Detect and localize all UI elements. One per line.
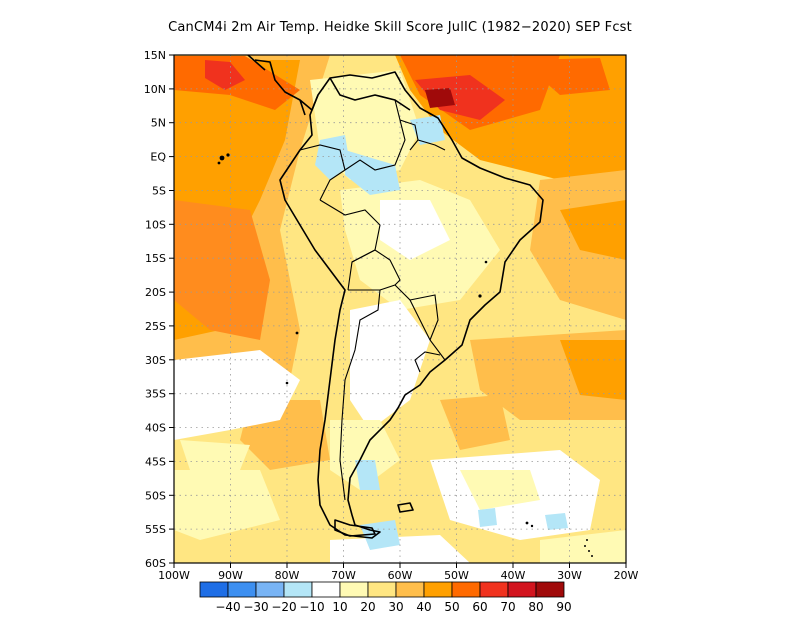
- lon-label: 90W: [218, 569, 243, 582]
- colorbar-swatch: [283, 581, 313, 598]
- lat-label: 15S: [145, 252, 166, 265]
- lat-label: 5N: [151, 117, 166, 130]
- lon-label: 70W: [331, 569, 356, 582]
- lat-label: 30S: [145, 354, 166, 367]
- colorbar-swatch: [367, 581, 397, 598]
- lon-label: 60W: [388, 569, 413, 582]
- country-borders: [299, 99, 446, 501]
- lon-label: 20W: [614, 569, 639, 582]
- lat-label: EQ: [150, 151, 166, 164]
- colorbar-label: −20: [271, 600, 296, 614]
- colorbar-swatch: [507, 581, 537, 598]
- latitude-labels: 15N 10N 5N EQ 5S 10S 15S 20S 25S 30S 35S…: [144, 49, 167, 570]
- colorbar-label: −40: [215, 600, 240, 614]
- colorbar-label: 70: [500, 600, 515, 614]
- lat-label: 50S: [145, 489, 166, 502]
- colorbar-swatch: [339, 581, 369, 598]
- colorbar-label: 90: [556, 600, 571, 614]
- colorbar-swatch: [395, 581, 425, 598]
- colorbar-label: −10: [299, 600, 324, 614]
- lat-label: 15N: [144, 49, 166, 62]
- lon-label: 50W: [444, 569, 469, 582]
- colorbar: −40 −30 −20 −10 10 20 30 40 50 60 70 80 90: [199, 581, 572, 614]
- central-america-coastline: [247, 54, 319, 116]
- lon-label: 100W: [158, 569, 190, 582]
- lat-label: 25S: [145, 320, 166, 333]
- lat-label: 10N: [144, 83, 166, 96]
- lat-label: 45S: [145, 455, 166, 468]
- lat-label: 10S: [145, 218, 166, 231]
- colorbar-label: 20: [360, 600, 375, 614]
- colorbar-label: 10: [332, 600, 347, 614]
- lat-label: 5S: [152, 185, 166, 198]
- colorbar-label: −30: [243, 600, 268, 614]
- skill-field: [174, 55, 626, 563]
- colorbar-label: 50: [444, 600, 459, 614]
- colorbar-label: 40: [416, 600, 431, 614]
- lat-label: 20S: [145, 286, 166, 299]
- lat-label: 60S: [145, 557, 166, 570]
- colorbar-swatch: [451, 581, 481, 598]
- colorbar-swatch: [535, 581, 565, 598]
- tick-marks: [169, 54, 627, 568]
- lon-label: 80W: [275, 569, 300, 582]
- colorbar-swatch: [423, 581, 453, 598]
- falklands: [397, 502, 414, 513]
- colorbar-label: 80: [528, 600, 543, 614]
- islands: [217, 153, 593, 557]
- map-grid: [174, 55, 626, 563]
- colorbar-swatch: [199, 581, 229, 598]
- lat-label: 40S: [145, 422, 166, 435]
- lon-label: 40W: [501, 569, 526, 582]
- lat-label: 35S: [145, 388, 166, 401]
- colorbar-swatch: [479, 581, 509, 598]
- longitude-labels: 100W 90W 80W 70W 60W 50W 40W 30W 20W: [158, 569, 638, 582]
- south-america-coastline: [279, 71, 544, 539]
- colorbar-swatch: [255, 581, 285, 598]
- colorbar-label: 60: [472, 600, 487, 614]
- lat-label: 55S: [145, 523, 166, 536]
- map-title: CanCM4i 2m Air Temp. Heidke Skill Score …: [168, 20, 632, 35]
- coastlines: [247, 54, 544, 539]
- lon-label: 30W: [557, 569, 582, 582]
- colorbar-label: 30: [388, 600, 403, 614]
- caribbean-coast: [329, 77, 411, 111]
- colorbar-swatch: [311, 581, 341, 598]
- tierra-del-fuego: [334, 519, 376, 537]
- colorbar-swatch: [227, 581, 257, 598]
